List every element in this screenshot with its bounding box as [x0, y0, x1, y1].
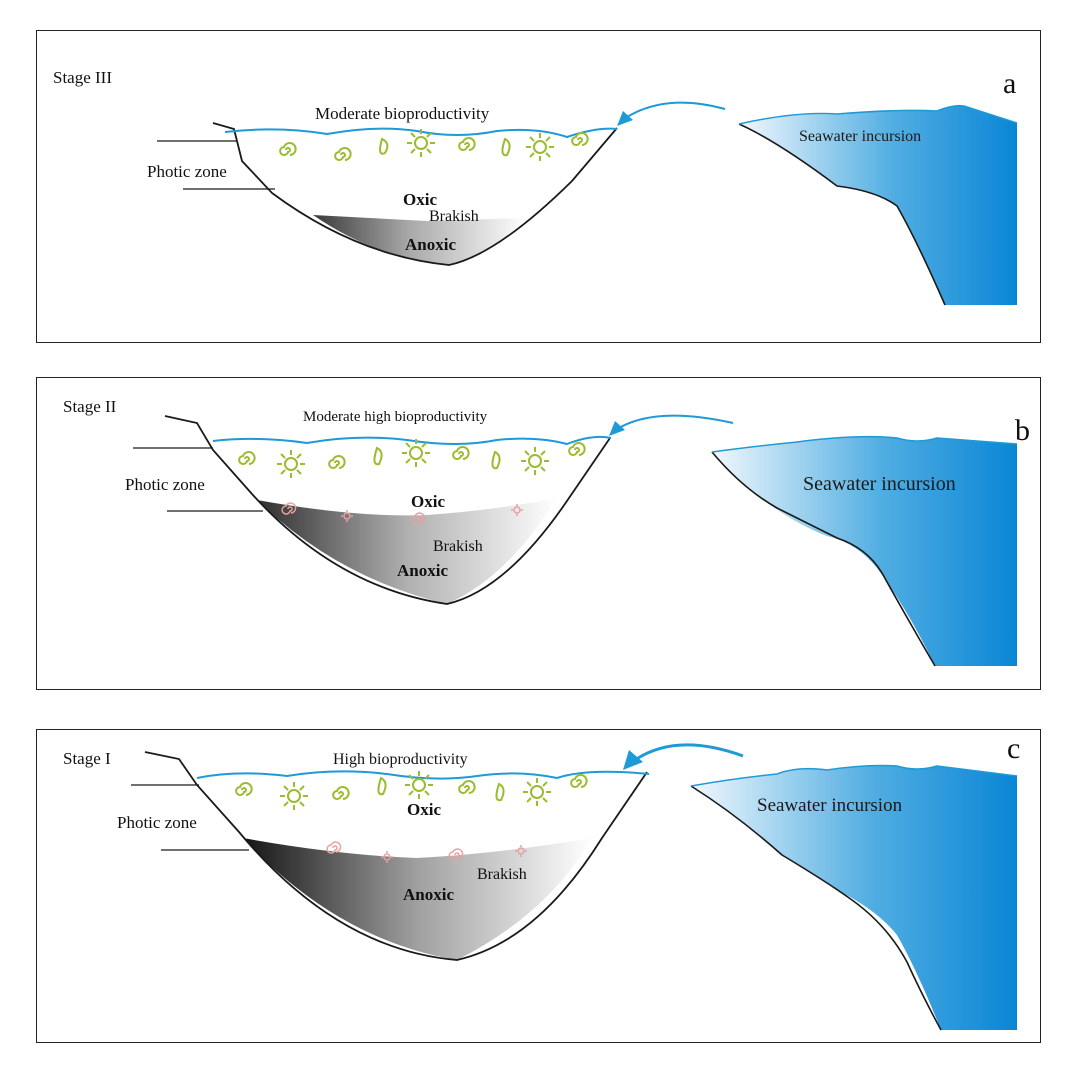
sea-body: [712, 436, 1017, 666]
leaf-organism-icon: [495, 782, 505, 802]
panel-letter: b: [1015, 414, 1030, 447]
basin-outline: [164, 415, 611, 605]
sea-body: [739, 105, 1017, 306]
anoxic-label: Anoxic: [397, 561, 448, 580]
seawater-arrow-icon: [634, 743, 744, 762]
spiral-organism-icon: [332, 786, 350, 800]
brakish-label: Brakish: [433, 538, 483, 555]
oxic-label: Oxic: [403, 190, 437, 209]
spiral-organism-icon: [279, 142, 297, 156]
sun-organism-icon: [402, 439, 430, 467]
anoxic-zone: [257, 498, 557, 604]
spiral-organism-icon: [238, 451, 256, 465]
basin-outline: [212, 122, 618, 266]
spiral-organism-icon: [410, 512, 426, 525]
sun-organism-icon: [521, 447, 549, 475]
seawater-incursion-label: Seawater incursion: [803, 473, 956, 495]
sun-organism-icon: [280, 782, 308, 810]
seawater-arrow-icon: [626, 101, 726, 118]
green-organisms: [279, 129, 589, 161]
spiral-organism-icon: [570, 774, 588, 788]
photic-zone-label: Photic zone: [117, 813, 197, 832]
sun-organism-icon: [523, 778, 551, 806]
sun-organism-icon: [515, 845, 527, 857]
leaf-organism-icon: [491, 450, 501, 470]
sun-organism-icon: [277, 450, 305, 478]
seawater-incursion-label: Seawater incursion: [757, 795, 903, 816]
leaf-organism-icon: [379, 137, 389, 155]
brakish-label: Brakish: [429, 208, 479, 225]
sun-organism-icon: [407, 129, 435, 157]
panel-c: Stage I c High bioproductivity Photic zo…: [36, 729, 1041, 1043]
anoxic-zone: [243, 838, 592, 960]
water-surface: [224, 127, 618, 139]
anoxic-label: Anoxic: [403, 885, 454, 904]
bioproductivity-label: Moderate bioproductivity: [315, 104, 490, 123]
leaf-organism-icon: [501, 137, 511, 157]
brakish-label: Brakish: [477, 866, 527, 883]
panel-a-diagram: [157, 101, 1018, 306]
bioproductivity-label: High bioproductivity: [333, 751, 468, 768]
spiral-organism-icon: [326, 841, 342, 854]
green-organisms: [238, 439, 586, 478]
sun-organism-icon: [341, 510, 353, 522]
spiral-organism-icon: [452, 446, 470, 460]
pink-organisms: [326, 841, 527, 863]
seawater-arrow-icon: [618, 414, 734, 429]
stage-label: Stage III: [53, 68, 113, 87]
sun-organism-icon: [526, 133, 554, 161]
sun-organism-icon: [381, 851, 393, 863]
bioproductivity-label: Moderate high bioproductivity: [303, 409, 488, 425]
basin-outline: [144, 751, 648, 961]
pink-organisms: [281, 502, 523, 525]
water-surface: [212, 435, 612, 446]
panel-letter: a: [1003, 67, 1017, 100]
spiral-organism-icon: [571, 132, 589, 146]
spiral-organism-icon: [281, 502, 297, 515]
green-organisms: [235, 771, 588, 810]
panel-b-diagram: [133, 414, 1018, 667]
oxic-label: Oxic: [407, 800, 441, 819]
sun-organism-icon: [511, 504, 523, 516]
stage-label: Stage I: [63, 749, 111, 768]
spiral-organism-icon: [328, 455, 346, 469]
photic-zone-label: Photic zone: [147, 162, 227, 181]
anoxic-zone: [313, 215, 527, 265]
photic-zone-label: Photic zone: [125, 475, 205, 494]
sea-body: [691, 765, 1017, 1030]
spiral-organism-icon: [458, 137, 476, 151]
stage-label: Stage II: [63, 397, 117, 416]
leaf-organism-icon: [377, 776, 387, 796]
oxic-label: Oxic: [411, 492, 445, 511]
anoxic-label: Anoxic: [405, 235, 456, 254]
spiral-organism-icon: [334, 147, 352, 161]
spiral-organism-icon: [568, 442, 586, 456]
seawater-incursion-label: Seawater incursion: [799, 128, 922, 145]
spiral-organism-icon: [458, 780, 476, 794]
spiral-organism-icon: [448, 848, 464, 861]
spiral-organism-icon: [235, 782, 253, 796]
panel-a: Stage III a Moderate bioproductivity Pho…: [36, 30, 1041, 343]
panel-b: Stage II b Moderate high bioproductivity…: [36, 377, 1041, 690]
panel-letter: c: [1007, 732, 1021, 765]
sun-organism-icon: [405, 771, 433, 799]
panel-c-diagram: [131, 743, 1018, 1031]
leaf-organism-icon: [373, 446, 383, 466]
